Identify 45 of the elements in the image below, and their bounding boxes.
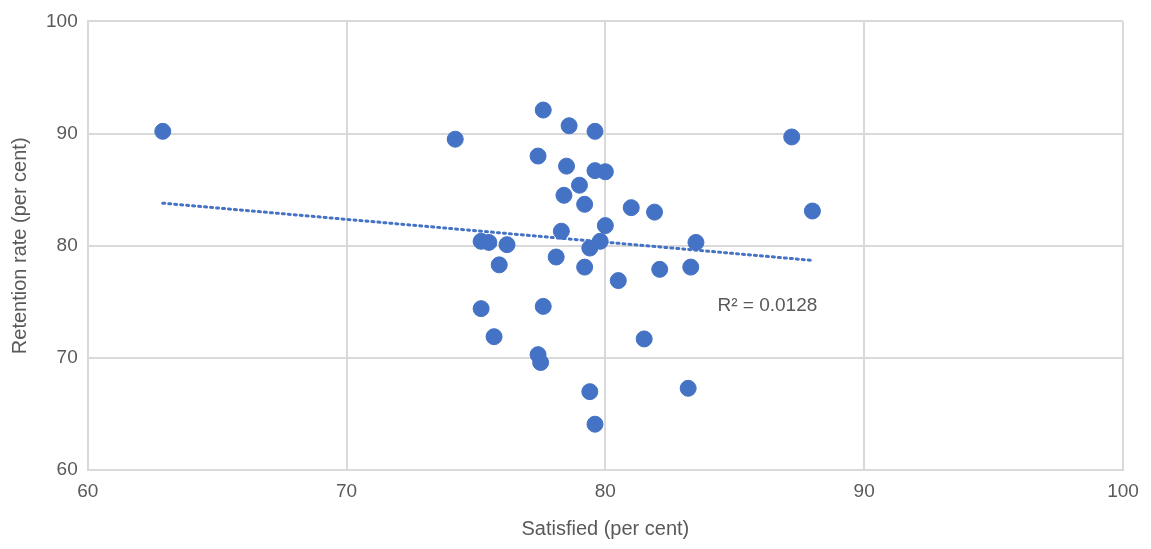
point bbox=[485, 328, 503, 346]
x-tick-label: 100 bbox=[1107, 479, 1139, 501]
point bbox=[547, 248, 565, 266]
point bbox=[154, 122, 172, 140]
point bbox=[682, 258, 700, 276]
y-tick-label: 90 bbox=[56, 121, 78, 143]
y-tick-label: 70 bbox=[56, 346, 78, 368]
point bbox=[581, 239, 599, 257]
annotation: R² = 0.0128 bbox=[717, 293, 818, 315]
point bbox=[783, 128, 801, 146]
point bbox=[529, 147, 547, 165]
point bbox=[472, 300, 490, 318]
point bbox=[534, 297, 552, 315]
point bbox=[586, 415, 604, 433]
point bbox=[803, 202, 821, 220]
point bbox=[555, 186, 573, 204]
point bbox=[552, 222, 570, 240]
x-tick-label: 80 bbox=[594, 479, 616, 501]
point bbox=[609, 272, 627, 290]
point bbox=[490, 256, 508, 274]
point bbox=[586, 122, 604, 140]
point bbox=[596, 217, 614, 235]
y-tick-label: 80 bbox=[56, 234, 78, 256]
point bbox=[570, 176, 588, 194]
point bbox=[687, 233, 705, 251]
x-tick-label: 90 bbox=[853, 479, 875, 501]
point bbox=[560, 117, 578, 135]
point bbox=[651, 260, 669, 278]
point bbox=[558, 157, 576, 175]
point bbox=[498, 236, 516, 254]
point bbox=[622, 199, 640, 217]
point bbox=[446, 130, 464, 148]
point bbox=[576, 195, 594, 213]
point bbox=[646, 203, 664, 221]
y-tick-label: 100 bbox=[46, 9, 78, 31]
point bbox=[679, 379, 697, 397]
x-axis-title: Satisfied (per cent) bbox=[521, 516, 690, 539]
point bbox=[576, 258, 594, 276]
x-tick-label: 70 bbox=[335, 479, 358, 501]
point bbox=[534, 101, 552, 119]
x-tick-label: 60 bbox=[77, 479, 99, 501]
y-tick-label: 60 bbox=[56, 458, 78, 480]
y-axis-title: Retention rate (per cent) bbox=[7, 137, 30, 355]
point bbox=[635, 330, 653, 348]
point bbox=[581, 383, 599, 401]
